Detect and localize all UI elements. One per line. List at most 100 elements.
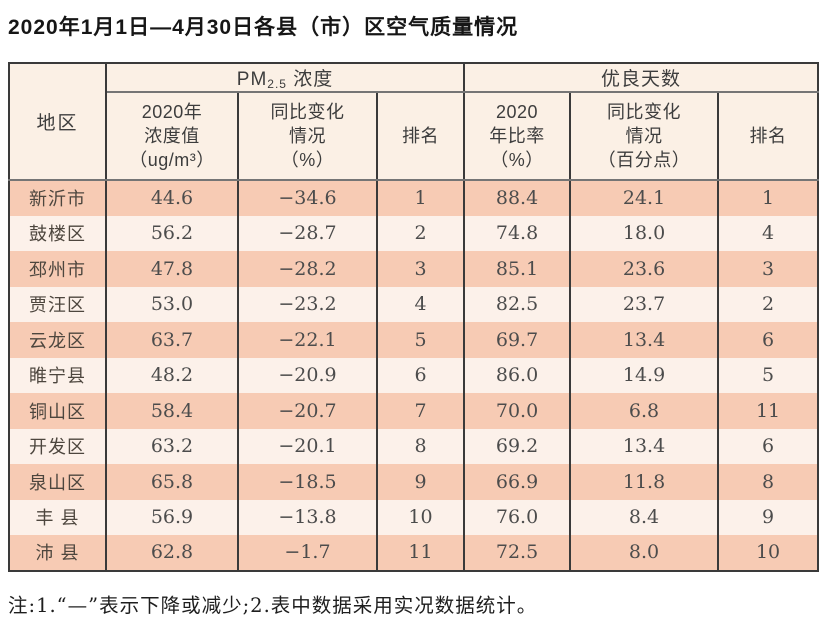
cell-pm-value: 48.2 — [105, 357, 239, 393]
col-header-pm-rank: 排名 — [375, 92, 466, 181]
col-header-gd-rate: 2020 年比率 （%） — [463, 92, 572, 181]
cell-pm-value: 58.4 — [105, 393, 239, 429]
cell-gd-rank: 4 — [717, 215, 820, 251]
cell-region: 云龙区 — [8, 322, 107, 358]
table-row: 丰 县 56.9 −13.8 10 76.0 8.4 9 — [8, 499, 820, 535]
cell-pm-value: 63.7 — [105, 322, 239, 358]
cell-pm-change: −20.7 — [237, 393, 378, 429]
cell-pm-rank: 2 — [375, 215, 466, 251]
cell-gd-rate: 69.7 — [463, 322, 572, 358]
cell-region: 贾汪区 — [8, 286, 107, 322]
cell-gd-change: 24.1 — [569, 180, 720, 216]
cell-gd-change: 13.4 — [569, 428, 720, 464]
header-sub-row: 2020年 浓度值 （ug/m³） 同比变化 情况 （%） 排名 2020 年比… — [9, 92, 820, 181]
table-header: 地区 PM2.5 浓度 优良天数 2020年 浓度值 （ug/m³） 同比变化 … — [8, 63, 820, 181]
cell-pm-rank: 10 — [375, 499, 466, 535]
cell-gd-rank: 6 — [717, 428, 820, 464]
footnote: 注:1.“—”表示下降或减少;2.表中数据采用实况数据统计。 — [8, 593, 538, 617]
cell-pm-rank: 5 — [375, 322, 466, 358]
col-header-gd-rank: 排名 — [717, 92, 820, 181]
table-row: 鼓楼区 56.2 −28.7 2 74.8 18.0 4 — [8, 215, 820, 251]
cell-gd-change: 23.7 — [569, 286, 720, 322]
cell-gd-rank: 6 — [717, 322, 820, 358]
col-header-pm-change: 同比变化 情况 （%） — [237, 92, 378, 181]
cell-gd-change: 8.0 — [569, 535, 720, 571]
cell-pm-value: 53.0 — [105, 286, 239, 322]
cell-region: 铜山区 — [8, 393, 107, 429]
cell-gd-change: 6.8 — [569, 393, 720, 429]
cell-gd-change: 18.0 — [569, 215, 720, 251]
table-row: 贾汪区 53.0 −23.2 4 82.5 23.7 2 — [8, 286, 820, 322]
cell-pm-rank: 7 — [375, 393, 466, 429]
cell-pm-rank: 3 — [375, 251, 466, 287]
table-row: 沛 县 62.8 −1.7 11 72.5 8.0 10 — [8, 535, 820, 571]
cell-gd-rate: 66.9 — [463, 464, 572, 500]
cell-pm-change: −23.2 — [237, 286, 378, 322]
cell-pm-change: −20.1 — [237, 428, 378, 464]
cell-pm-change: −22.1 — [237, 322, 378, 358]
table-row: 开发区 63.2 −20.1 8 69.2 13.4 6 — [8, 428, 820, 464]
cell-gd-rank: 5 — [717, 357, 820, 393]
cell-region: 开发区 — [8, 428, 107, 464]
cell-pm-value: 56.2 — [105, 215, 239, 251]
table-row: 邳州市 47.8 −28.2 3 85.1 23.6 3 — [8, 251, 820, 287]
cell-pm-change: −18.5 — [237, 464, 378, 500]
cell-gd-rank: 1 — [717, 180, 820, 216]
cell-pm-change: −34.6 — [237, 180, 378, 216]
cell-gd-rank: 2 — [717, 286, 820, 322]
cell-gd-rate: 88.4 — [463, 180, 572, 216]
cell-gd-change: 14.9 — [569, 357, 720, 393]
cell-pm-value: 44.6 — [105, 180, 239, 216]
cell-gd-rank: 3 — [717, 251, 820, 287]
cell-pm-value: 56.9 — [105, 499, 239, 535]
cell-gd-change: 8.4 — [569, 499, 720, 535]
cell-pm-rank: 6 — [375, 357, 466, 393]
header-group-row: 地区 PM2.5 浓度 优良天数 — [8, 63, 820, 181]
cell-gd-change: 23.6 — [569, 251, 720, 287]
table-row: 新沂市 44.6 −34.6 1 88.4 24.1 1 — [8, 180, 820, 216]
table-row: 云龙区 63.7 −22.1 5 69.7 13.4 6 — [8, 322, 820, 358]
cell-gd-rate: 70.0 — [463, 393, 572, 429]
cell-pm-change: −28.2 — [237, 251, 378, 287]
cell-pm-change: −1.7 — [237, 535, 378, 571]
cell-pm-rank: 9 — [375, 464, 466, 500]
table-body: 新沂市 44.6 −34.6 1 88.4 24.1 1 鼓楼区 56.2 −2… — [8, 180, 820, 571]
cell-pm-rank: 11 — [375, 535, 466, 571]
table-row: 泉山区 65.8 −18.5 9 66.9 11.8 8 — [8, 464, 820, 500]
cell-gd-rank: 8 — [717, 464, 820, 500]
col-group-good-days: 优良天数 — [463, 63, 820, 93]
cell-gd-rate: 86.0 — [463, 357, 572, 393]
pm25-label-rest: 浓度 — [286, 69, 334, 90]
cell-pm-change: −13.8 — [237, 499, 378, 535]
cell-gd-change: 13.4 — [569, 322, 720, 358]
cell-pm-value: 47.8 — [105, 251, 239, 287]
cell-pm-rank: 4 — [375, 286, 466, 322]
col-header-pm-value: 2020年 浓度值 （ug/m³） — [105, 92, 239, 181]
col-group-pm25: PM2.5 浓度 — [104, 63, 466, 93]
cell-pm-value: 62.8 — [105, 535, 239, 571]
pm25-label-subscript: 2.5 — [267, 77, 287, 91]
cell-gd-rate: 74.8 — [463, 215, 572, 251]
cell-gd-rate: 76.0 — [463, 499, 572, 535]
cell-region: 丰 县 — [8, 499, 107, 535]
col-header-region: 地区 — [8, 63, 107, 181]
cell-gd-rate: 69.2 — [463, 428, 572, 464]
cell-gd-rate: 72.5 — [463, 535, 572, 571]
cell-gd-change: 11.8 — [569, 464, 720, 500]
air-quality-table: 地区 PM2.5 浓度 优良天数 2020年 浓度值 （ug/m³） 同比变化 … — [8, 62, 820, 572]
table-row: 睢宁县 48.2 −20.9 6 86.0 14.9 5 — [8, 357, 820, 393]
table-row: 铜山区 58.4 −20.7 7 70.0 6.8 11 — [8, 393, 820, 429]
cell-pm-change: −20.9 — [237, 357, 378, 393]
col-header-gd-change: 同比变化 情况 （百分点） — [569, 92, 720, 181]
pm25-label-base: PM — [236, 69, 268, 90]
cell-pm-rank: 8 — [375, 428, 466, 464]
cell-gd-rank: 10 — [717, 535, 820, 571]
cell-pm-change: −28.7 — [237, 215, 378, 251]
cell-gd-rank: 11 — [717, 393, 820, 429]
cell-pm-value: 63.2 — [105, 428, 239, 464]
cell-region: 睢宁县 — [8, 357, 107, 393]
cell-region: 邳州市 — [8, 251, 107, 287]
cell-region: 泉山区 — [8, 464, 107, 500]
cell-pm-rank: 1 — [375, 180, 466, 216]
page-title: 2020年1月1日—4月30日各县（市）区空气质量情况 — [8, 16, 519, 39]
